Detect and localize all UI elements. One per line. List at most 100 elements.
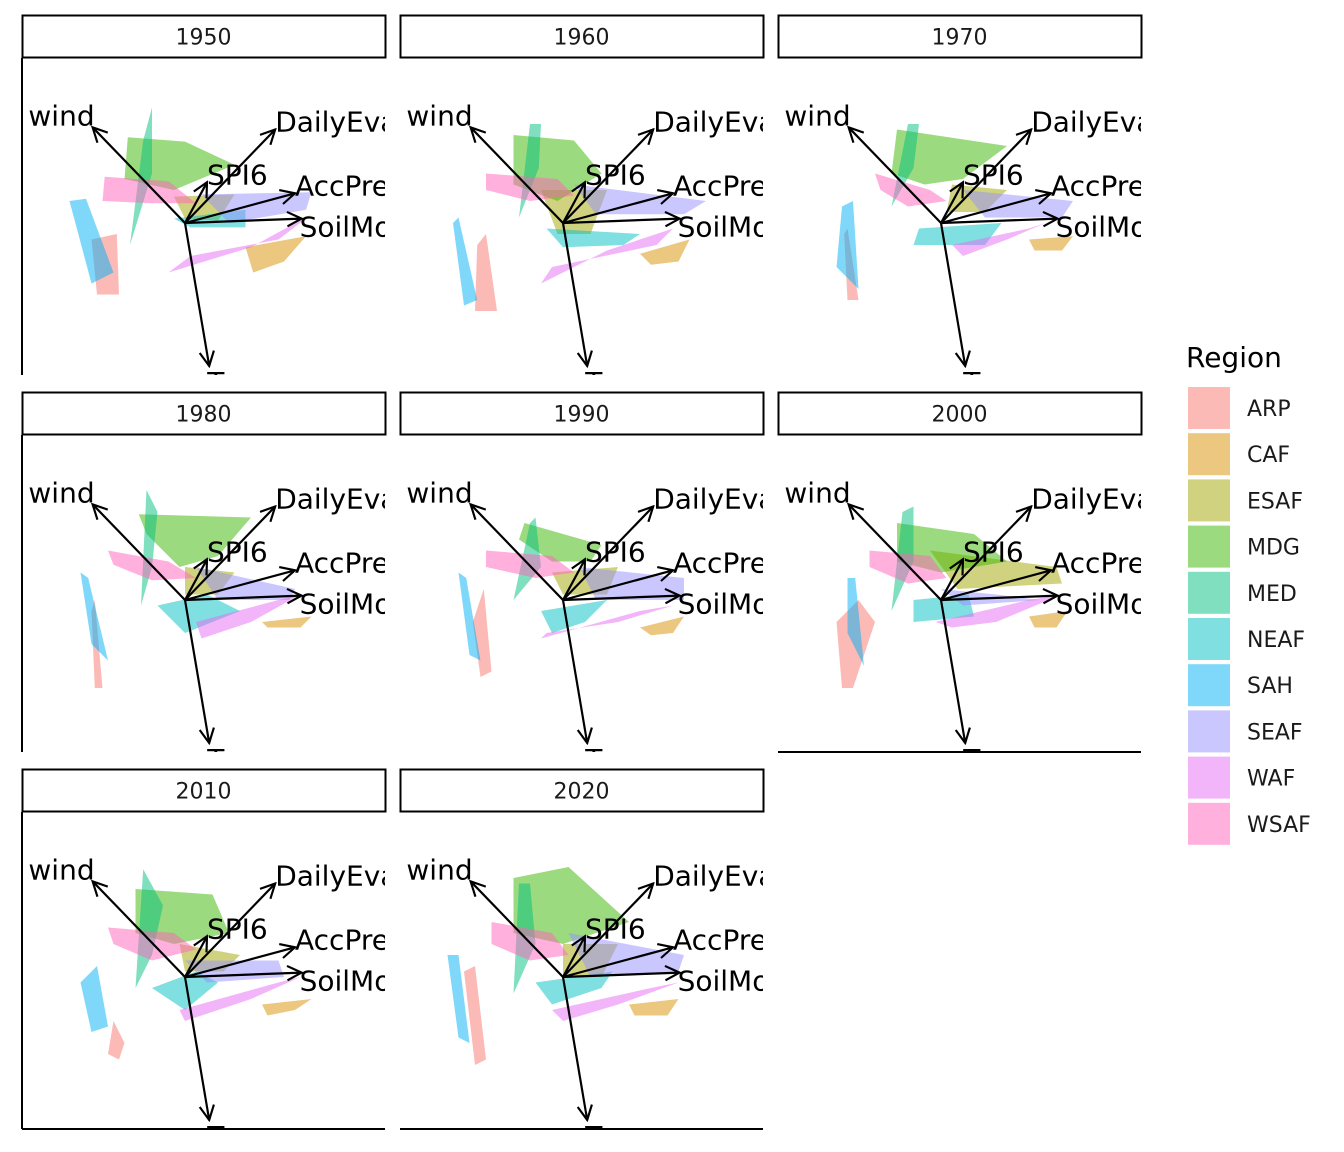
hull-caf — [262, 999, 312, 1016]
legend-label-neaf: NEAF — [1247, 628, 1305, 653]
loading-arrow-dailyevap — [562, 130, 653, 224]
legend-key-mdg — [1188, 525, 1230, 568]
loading-arrow-dailyevap — [184, 507, 275, 601]
loading-label-accprec: AccPrec — [673, 923, 782, 956]
loading-arrow-spi6 — [184, 936, 207, 978]
facet-strip — [399, 391, 765, 436]
loading-arrow-temp — [561, 222, 587, 366]
loading-arrow-temp — [561, 976, 587, 1120]
loading-arrow-accprec — [562, 947, 673, 979]
loading-arrow-dailyevap — [184, 130, 275, 224]
hull-mdg — [891, 129, 1007, 185]
loading-arrow-soilmoist — [184, 596, 302, 600]
loading-label-spi6: SPI6 — [963, 158, 1024, 191]
legend-key-sah — [1188, 664, 1230, 707]
loading-label-dailyevap: DailyEvap — [275, 860, 415, 893]
hull-waf — [168, 214, 312, 273]
legend-key-seaf — [1188, 710, 1230, 753]
hull-sah — [458, 572, 481, 661]
legend-label-caf: CAF — [1247, 443, 1290, 468]
loading-label-temp: Temp — [584, 366, 660, 399]
loading-arrow-soilmoist — [562, 596, 680, 600]
loading-label-wind: wind — [406, 853, 472, 886]
legend-key-med — [1188, 571, 1230, 614]
hull-seaf — [574, 184, 706, 215]
loading-arrow-soilmoist — [562, 973, 680, 977]
facet-strip — [21, 768, 387, 813]
legend-label-waf: WAF — [1247, 767, 1295, 792]
hull-mdg — [513, 867, 629, 944]
hull-sah — [447, 955, 470, 1043]
loading-label-temp: Temp — [206, 366, 282, 399]
loading-label-soilmoist: SoilMoist — [300, 588, 425, 621]
facet-strip — [21, 14, 387, 59]
loading-label-spi6: SPI6 — [207, 158, 268, 191]
legend-key-wsaf — [1188, 802, 1230, 845]
facet-strip — [777, 391, 1143, 436]
loading-arrow-accprec — [184, 947, 295, 979]
hull-neaf — [157, 594, 240, 633]
loading-label-temp: Temp — [584, 743, 660, 776]
hull-caf — [1029, 236, 1073, 251]
loading-label-spi6: SPI6 — [585, 535, 646, 568]
loading-label-spi6: SPI6 — [585, 912, 646, 945]
legend-key-waf — [1188, 756, 1230, 799]
loading-label-temp: Temp — [206, 743, 282, 776]
loading-label-temp: Temp — [584, 1120, 660, 1152]
loading-label-accprec: AccPrec — [295, 923, 404, 956]
hull-caf — [640, 616, 684, 636]
hull-mdg — [519, 523, 602, 562]
hull-sah — [847, 578, 864, 666]
hull-waf — [179, 977, 301, 1021]
loading-arrow-wind — [471, 127, 564, 224]
loading-label-dailyevap: DailyEvap — [653, 860, 793, 893]
loading-arrow-wind — [93, 504, 186, 601]
loading-label-temp: Temp — [962, 743, 1038, 776]
loading-label-dailyevap: DailyEvap — [1031, 106, 1171, 139]
legend-label-seaf: SEAF — [1247, 720, 1303, 745]
loading-arrow-temp — [183, 599, 209, 743]
hull-caf — [640, 239, 690, 265]
hull-waf — [952, 223, 1046, 256]
loading-arrow-accprec — [940, 193, 1051, 225]
hull-neaf — [541, 600, 607, 633]
loading-arrow-spi6 — [562, 182, 585, 224]
loading-arrow-soilmoist — [184, 219, 302, 223]
loading-arrow-spi6 — [562, 559, 585, 601]
legend-label-med: MED — [1247, 582, 1297, 607]
facet-strip-label: 1960 — [554, 26, 610, 51]
loading-arrow-spi6 — [562, 936, 585, 978]
legend-title: Region — [1186, 341, 1282, 374]
hull-sah — [80, 572, 108, 661]
loading-label-wind: wind — [28, 476, 94, 509]
hull-neaf — [152, 971, 218, 1010]
hull-med — [141, 490, 158, 606]
legend-key-caf — [1188, 433, 1230, 476]
legend-label-mdg: MDG — [1247, 536, 1300, 561]
loading-label-soilmoist: SoilMoist — [1056, 588, 1181, 621]
loading-label-dailyevap: DailyEvap — [1031, 483, 1171, 516]
hull-waf — [541, 228, 673, 284]
loading-arrow-dailyevap — [562, 507, 653, 601]
loading-arrow-soilmoist — [184, 973, 302, 977]
legend-key-arp — [1188, 387, 1230, 429]
loading-label-dailyevap: DailyEvap — [653, 106, 793, 139]
hull-wsaf — [875, 173, 947, 207]
loading-label-soilmoist: SoilMoist — [678, 965, 803, 998]
facet-strip — [399, 14, 765, 59]
loading-arrow-soilmoist — [562, 219, 680, 223]
loading-label-wind: wind — [28, 99, 94, 132]
loading-label-wind: wind — [406, 99, 472, 132]
loading-arrow-spi6 — [940, 182, 963, 224]
loading-label-spi6: SPI6 — [207, 912, 268, 945]
hull-waf — [935, 594, 1062, 628]
loading-label-accprec: AccPrec — [673, 546, 782, 579]
loading-label-soilmoist: SoilMoist — [1056, 211, 1181, 244]
hull-waf — [196, 594, 301, 639]
loading-label-wind: wind — [784, 99, 850, 132]
loading-arrow-dailyevap — [940, 130, 1031, 224]
